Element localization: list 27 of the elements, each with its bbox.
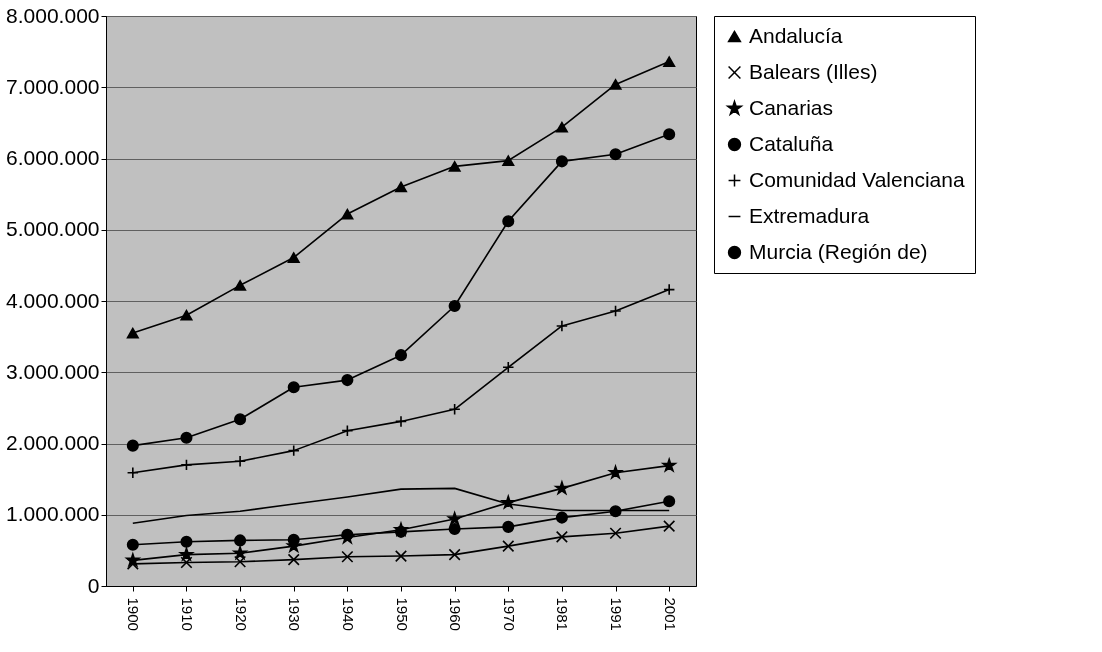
x-tick-label: 1950 [393, 597, 411, 631]
y-tick-label: 5.000.000 [6, 217, 100, 241]
x-tick-label: 1910 [178, 597, 196, 631]
legend-label: Comunidad Valenciana [749, 167, 965, 191]
x-tick-label: 1930 [286, 597, 304, 631]
x-tick-label: 1970 [500, 597, 518, 631]
y-tick-label: 8.000.000 [6, 3, 100, 27]
legend-label: Cataluña [749, 131, 834, 155]
y-tick-label: 0 [87, 573, 100, 597]
x-tick-label: 1991 [608, 597, 626, 631]
legend-label: Murcia (Región de) [749, 239, 928, 263]
legend-label: Canarias [749, 95, 834, 119]
y-tick-label: 7.000.000 [6, 74, 100, 98]
x-tick-label: 1920 [232, 597, 250, 631]
x-tick-label: 1900 [125, 597, 143, 631]
x-tick-label: 1960 [447, 597, 465, 631]
legend-label: Balears (Illes) [749, 59, 878, 83]
y-tick-label: 3.000.000 [6, 359, 100, 383]
y-tick-label: 6.000.000 [6, 146, 100, 169]
y-tick-label: 1.000.000 [6, 502, 100, 526]
x-tick-label: 2001 [661, 597, 679, 631]
legend-label: Andalucía [749, 23, 843, 47]
x-tick-label: 1940 [339, 597, 357, 631]
y-tick-label: 4.000.000 [6, 288, 100, 312]
y-tick-label: 2.000.000 [6, 431, 100, 454]
x-tick-label: 1981 [554, 597, 572, 631]
legend-label: Extremadura [749, 203, 870, 227]
